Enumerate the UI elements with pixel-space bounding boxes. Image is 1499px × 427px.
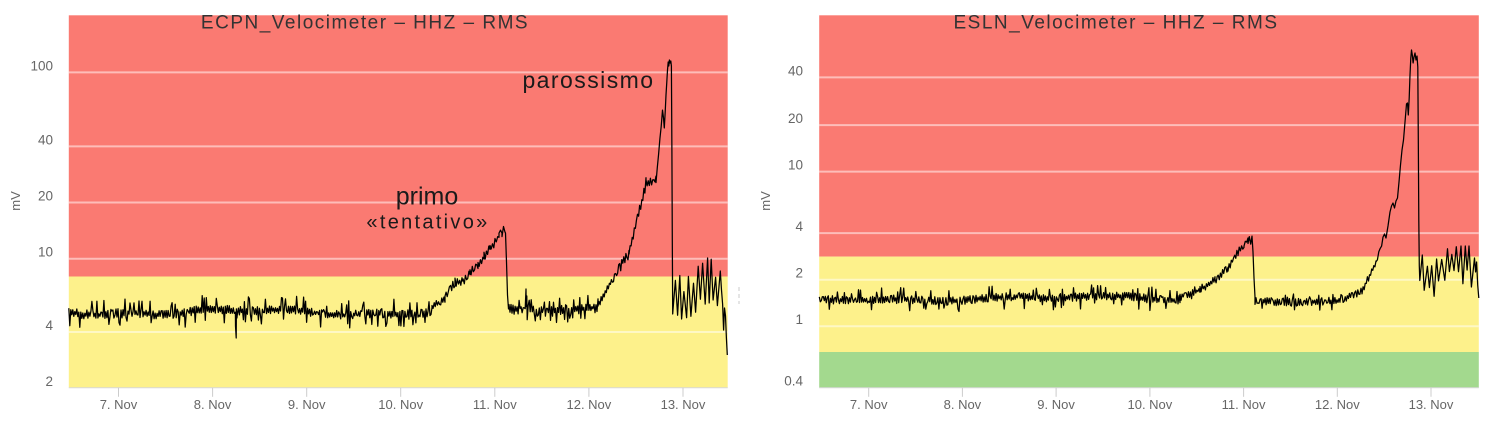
svg-text:11. Nov: 11. Nov bbox=[473, 397, 517, 412]
svg-text:7. Nov: 7. Nov bbox=[850, 397, 888, 412]
svg-text:40: 40 bbox=[38, 132, 53, 147]
svg-text:«tentativo»: «tentativo» bbox=[366, 212, 489, 234]
svg-text:20: 20 bbox=[788, 111, 803, 126]
svg-text:10. Nov: 10. Nov bbox=[1127, 397, 1172, 412]
svg-text:ECPN_Velocimeter – HHZ – RMS: ECPN_Velocimeter – HHZ – RMS bbox=[201, 12, 529, 33]
svg-text:11. Nov: 11. Nov bbox=[1222, 397, 1266, 412]
svg-text:10: 10 bbox=[38, 245, 53, 260]
svg-text:2: 2 bbox=[795, 266, 803, 281]
svg-text:ESLN_Velocimeter – HHZ – RMS: ESLN_Velocimeter – HHZ – RMS bbox=[954, 12, 1279, 33]
svg-text:100: 100 bbox=[30, 58, 53, 73]
svg-text:parossismo: parossismo bbox=[522, 67, 654, 93]
svg-text:9. Nov: 9. Nov bbox=[1037, 397, 1075, 412]
svg-text:20: 20 bbox=[38, 189, 53, 204]
svg-text:10. Nov: 10. Nov bbox=[378, 397, 423, 412]
svg-text:1: 1 bbox=[795, 312, 803, 327]
svg-text:40: 40 bbox=[788, 63, 803, 78]
svg-text:13. Nov: 13. Nov bbox=[1409, 397, 1454, 412]
svg-text:2: 2 bbox=[45, 374, 53, 389]
svg-text:8. Nov: 8. Nov bbox=[194, 397, 232, 412]
svg-text:12. Nov: 12. Nov bbox=[566, 397, 611, 412]
svg-text:4: 4 bbox=[45, 318, 53, 333]
svg-text:0.4: 0.4 bbox=[784, 374, 803, 389]
svg-text:10: 10 bbox=[788, 158, 803, 173]
svg-text:7. Nov: 7. Nov bbox=[100, 397, 138, 412]
svg-text:4: 4 bbox=[795, 219, 803, 234]
svg-text:mV: mV bbox=[758, 191, 773, 211]
svg-text:mV: mV bbox=[8, 191, 23, 211]
svg-text:12. Nov: 12. Nov bbox=[1315, 397, 1360, 412]
svg-text:primo: primo bbox=[396, 183, 459, 211]
svg-text:8. Nov: 8. Nov bbox=[944, 397, 982, 412]
svg-text:13. Nov: 13. Nov bbox=[661, 397, 706, 412]
svg-text:9. Nov: 9. Nov bbox=[288, 397, 326, 412]
